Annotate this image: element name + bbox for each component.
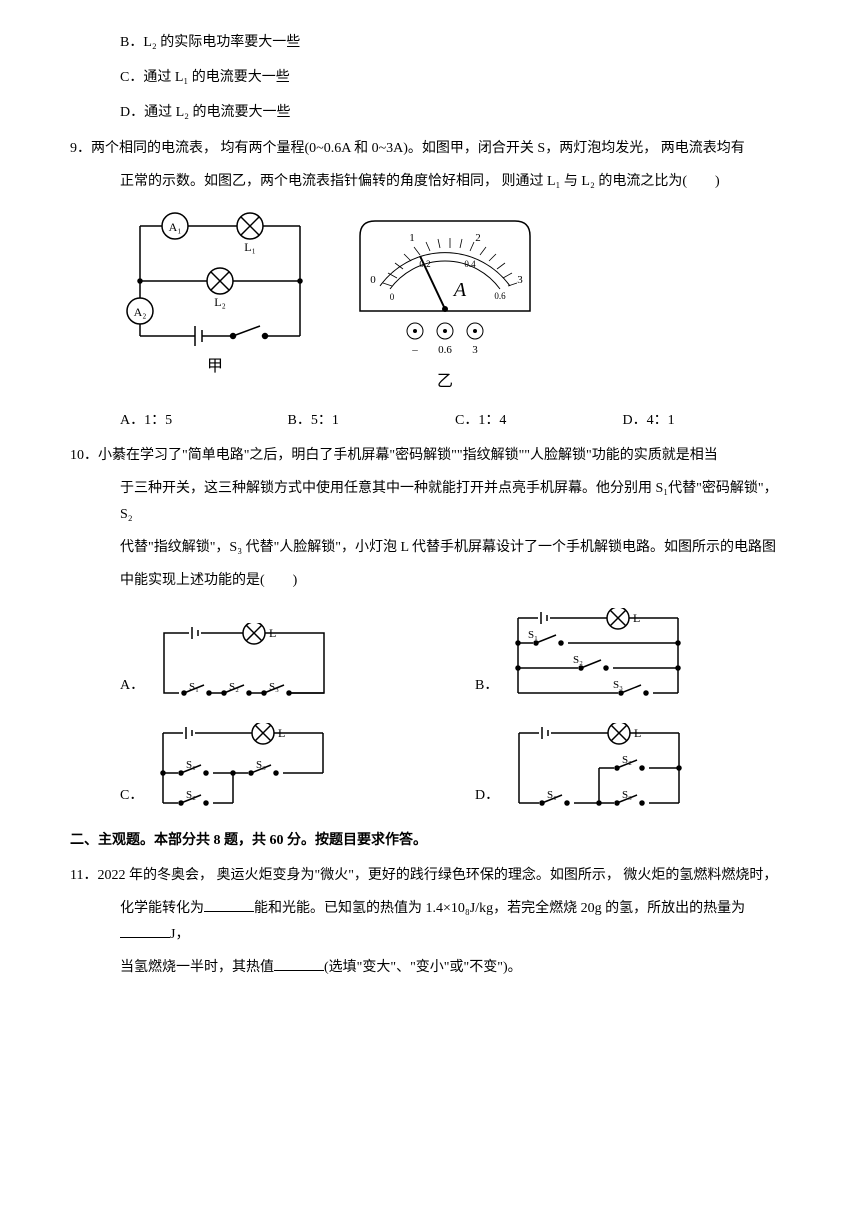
q10-line3: 代替"指纹解锁"，S₃ 代替"人脸解锁"，小灯泡 L 代替手机屏幕设计了一个手机… xyxy=(70,535,790,560)
svg-text:A₁: A₁ xyxy=(169,220,182,234)
q9-figure: A₁ A₂ L₁ L₂ 甲 xyxy=(70,206,790,396)
q10-line2: 于三种开关，这三种解锁方式中使用任意其中一种就能打开并点亮手机屏幕。他分别用 S… xyxy=(70,476,790,526)
svg-text:0.4: 0.4 xyxy=(464,259,476,269)
svg-text:甲: 甲 xyxy=(207,358,223,375)
q10-option-d: D． xyxy=(475,723,790,813)
q9-line1: 9．两个相同的电流表， 均有两个量程(0~0.6A 和 0~3A)。如图甲，闭合… xyxy=(70,136,790,161)
svg-text:A₂: A₂ xyxy=(134,305,147,319)
q11-line2: 化学能转化为能和光能。已知氢的热值为 1.4×10₈J/kg，若完全燃烧 20g… xyxy=(70,896,790,946)
q10-option-a: A． xyxy=(120,608,435,703)
svg-text:3: 3 xyxy=(472,344,478,356)
svg-text:0: 0 xyxy=(370,274,376,286)
svg-text:1: 1 xyxy=(409,232,415,244)
q11-number: 11． xyxy=(70,868,97,883)
q9-options: A．1：5 B．5：1 C．1：4 D．4：1 xyxy=(70,408,790,433)
q9-option-b: B．5：1 xyxy=(288,408,456,433)
q10-line4: 中能实现上述功能的是( ) xyxy=(70,568,790,593)
svg-text:S₁: S₁ xyxy=(547,789,557,801)
svg-text:S₂: S₂ xyxy=(229,681,239,693)
circuit-c-icon: L S₁ S₃ S₂ xyxy=(153,723,333,813)
q10-text1: 小綦在学习了"简单电路"之后，明白了手机屏幕"密码解锁""指纹解锁""人脸解锁"… xyxy=(98,448,718,463)
q9-number: 9． xyxy=(70,141,91,156)
q9-text1: 两个相同的电流表， 均有两个量程(0~0.6A 和 0~3A)。如图甲，闭合开关… xyxy=(91,141,745,156)
svg-text:L: L xyxy=(278,726,285,740)
svg-text:S₁: S₁ xyxy=(186,759,196,771)
blank-3 xyxy=(274,955,324,971)
q11-text1: 2022 年的冬奥会， 奥运火炬变身为"微火"，更好的践行绿色环保的理念。如图所… xyxy=(97,868,777,883)
svg-text:S₃: S₃ xyxy=(622,789,632,801)
svg-text:L: L xyxy=(269,626,276,640)
q10-number: 10． xyxy=(70,448,98,463)
section-2-header: 二、主观题。本部分共 8 题，共 60 分。按题目要求作答。 xyxy=(70,828,790,853)
q10-circuits: A． xyxy=(70,608,790,813)
svg-text:2: 2 xyxy=(475,232,481,244)
svg-text:S₃: S₃ xyxy=(256,759,266,771)
q9-option-a: A．1：5 xyxy=(120,408,288,433)
svg-text:S₂: S₂ xyxy=(573,654,583,666)
q8-option-c: C．通过 L₁ 的电流要大一些 xyxy=(70,65,790,90)
svg-text:S₁: S₁ xyxy=(189,681,199,693)
q11-line1: 11．2022 年的冬奥会， 奥运火炬变身为"微火"，更好的践行绿色环保的理念。… xyxy=(70,863,790,888)
q11-line3: 当氢燃烧一半时，其热值(选填"变大"、"变小"或"不变")。 xyxy=(70,955,790,980)
svg-text:L: L xyxy=(634,726,641,740)
q10-option-c: C． xyxy=(120,723,435,813)
svg-text:S₂: S₂ xyxy=(186,789,196,801)
svg-text:L₁: L₁ xyxy=(244,240,256,254)
svg-text:S₁: S₁ xyxy=(528,629,538,641)
svg-text:L₂: L₂ xyxy=(214,295,226,309)
svg-text:0.6: 0.6 xyxy=(438,344,452,356)
svg-text:S₂: S₂ xyxy=(622,754,632,766)
q10-option-b: B． xyxy=(475,608,790,703)
svg-text:A: A xyxy=(452,279,467,301)
svg-text:0: 0 xyxy=(390,292,395,302)
q9-option-c: C．1：4 xyxy=(455,408,623,433)
svg-text:0.6: 0.6 xyxy=(494,291,506,301)
svg-text:S₃: S₃ xyxy=(613,679,623,691)
q9-option-d: D．4：1 xyxy=(623,408,791,433)
blank-1 xyxy=(204,896,254,912)
circuit-a-icon: L S₁ S₂ S₃ xyxy=(154,623,334,703)
q9-circuit-diagram: A₁ A₂ L₁ L₂ 甲 xyxy=(120,206,550,396)
svg-text:L: L xyxy=(633,611,640,625)
q8-option-b: B．L₂ 的实际电功率要大一些 xyxy=(70,30,790,55)
q10-line1: 10．小綦在学习了"简单电路"之后，明白了手机屏幕"密码解锁""指纹解锁""人脸… xyxy=(70,443,790,468)
svg-text:乙: 乙 xyxy=(437,373,453,390)
svg-text:–: – xyxy=(411,344,418,356)
blank-2 xyxy=(120,922,170,938)
svg-text:3: 3 xyxy=(517,274,523,286)
circuit-b-icon: L S₁ S₂ S₃ xyxy=(508,608,688,703)
circuit-d-icon: L S₂ S₁ S₃ xyxy=(509,723,689,813)
q9-line2: 正常的示数。如图乙，两个电流表指针偏转的角度恰好相同， 则通过 L₁ 与 L₂ … xyxy=(70,169,790,194)
svg-text:S₃: S₃ xyxy=(269,681,279,693)
q8-option-d: D．通过 L₂ 的电流要大一些 xyxy=(70,100,790,125)
